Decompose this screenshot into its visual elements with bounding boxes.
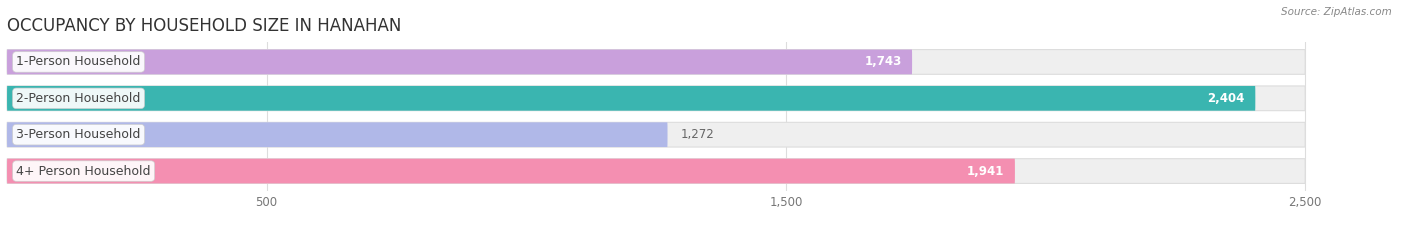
FancyBboxPatch shape [7,86,1305,111]
Text: 1-Person Household: 1-Person Household [17,55,141,69]
FancyBboxPatch shape [7,122,1305,147]
Text: 2,404: 2,404 [1208,92,1244,105]
FancyBboxPatch shape [7,159,1015,183]
FancyBboxPatch shape [7,50,1305,74]
Text: 4+ Person Household: 4+ Person Household [17,164,150,178]
Text: 1,743: 1,743 [865,55,901,69]
Text: OCCUPANCY BY HOUSEHOLD SIZE IN HANAHAN: OCCUPANCY BY HOUSEHOLD SIZE IN HANAHAN [7,17,401,35]
Text: 3-Person Household: 3-Person Household [17,128,141,141]
Text: 1,272: 1,272 [681,128,714,141]
FancyBboxPatch shape [7,86,1256,111]
Text: 2-Person Household: 2-Person Household [17,92,141,105]
FancyBboxPatch shape [7,122,668,147]
FancyBboxPatch shape [7,159,1305,183]
FancyBboxPatch shape [7,50,912,74]
Text: 1,941: 1,941 [967,164,1004,178]
Text: Source: ZipAtlas.com: Source: ZipAtlas.com [1281,7,1392,17]
